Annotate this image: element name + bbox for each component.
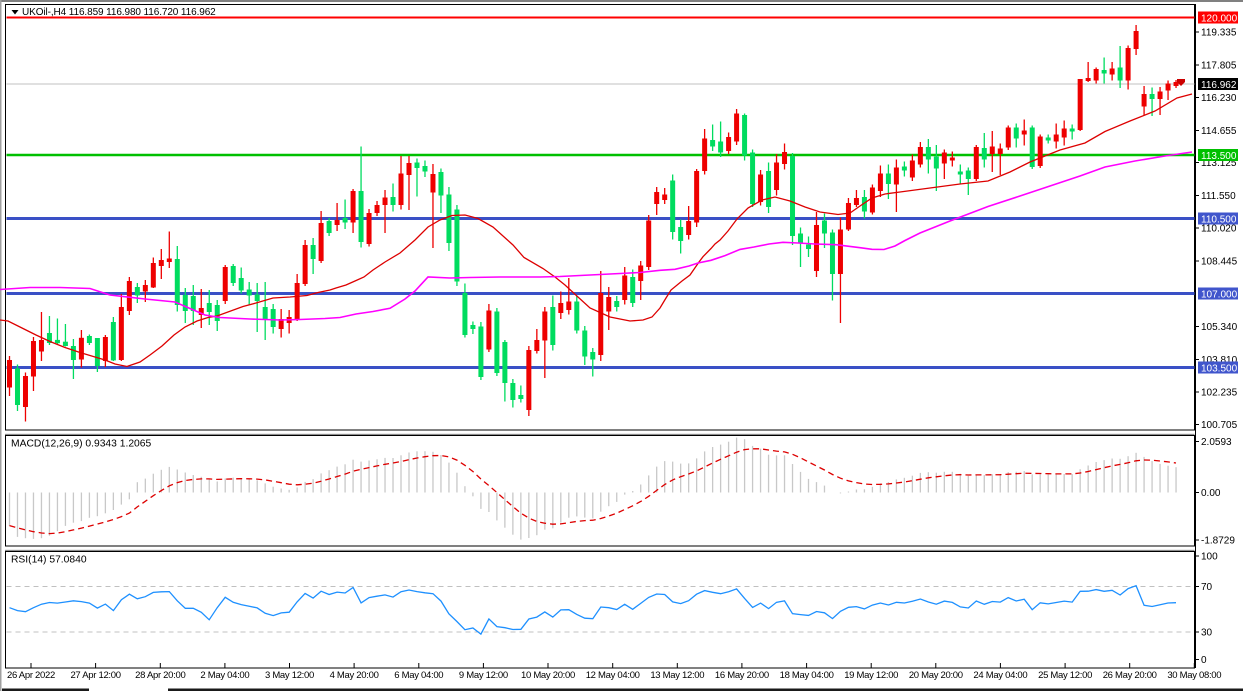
svg-text:RSI(14) 57.0840: RSI(14) 57.0840 xyxy=(11,555,87,566)
svg-text:107.000: 107.000 xyxy=(1201,289,1238,300)
svg-text:-1.8729: -1.8729 xyxy=(1201,536,1235,547)
svg-text:120.000: 120.000 xyxy=(1201,13,1238,24)
svg-text:105.340: 105.340 xyxy=(1201,322,1238,333)
svg-text:0.00: 0.00 xyxy=(1201,488,1221,499)
svg-text:108.445: 108.445 xyxy=(1201,257,1238,268)
svg-text:110.500: 110.500 xyxy=(1201,214,1237,225)
svg-text:9 May 12:00: 9 May 12:00 xyxy=(459,670,508,681)
svg-text:27 Apr 12:00: 27 Apr 12:00 xyxy=(70,670,120,681)
svg-text:26 May 20:00: 26 May 20:00 xyxy=(1103,670,1157,681)
svg-text:18 May 04:00: 18 May 04:00 xyxy=(780,670,834,681)
svg-text:111.550: 111.550 xyxy=(1201,191,1236,202)
svg-text:12 May 04:00: 12 May 04:00 xyxy=(586,670,640,681)
svg-text:10 May 20:00: 10 May 20:00 xyxy=(521,670,575,681)
svg-text:103.810: 103.810 xyxy=(1201,355,1238,366)
svg-text:24 May 04:00: 24 May 04:00 xyxy=(973,670,1027,681)
svg-text:100: 100 xyxy=(1201,552,1218,563)
svg-text:116.230: 116.230 xyxy=(1201,93,1237,104)
svg-text:13 May 12:00: 13 May 12:00 xyxy=(650,670,704,681)
svg-text:28 Apr 20:00: 28 Apr 20:00 xyxy=(135,670,185,681)
svg-text:6 May 04:00: 6 May 04:00 xyxy=(394,670,443,681)
svg-text:16 May 20:00: 16 May 20:00 xyxy=(715,670,769,681)
svg-text:110.020: 110.020 xyxy=(1201,224,1237,235)
svg-text:116.962: 116.962 xyxy=(1201,80,1237,91)
svg-text:103.500: 103.500 xyxy=(1201,363,1238,374)
svg-text:26 Apr 2022: 26 Apr 2022 xyxy=(7,670,55,681)
svg-text:100.705: 100.705 xyxy=(1201,420,1238,431)
svg-text:25 May 12:00: 25 May 12:00 xyxy=(1038,670,1092,681)
svg-text:MACD(12,26,9) 0.9343 1.2065: MACD(12,26,9) 0.9343 1.2065 xyxy=(11,439,152,450)
svg-text:30: 30 xyxy=(1201,628,1213,639)
svg-text:117.805: 117.805 xyxy=(1201,61,1237,72)
svg-text:30 May 08:00: 30 May 08:00 xyxy=(1167,670,1221,681)
svg-text:70: 70 xyxy=(1201,582,1213,593)
svg-text:113.125: 113.125 xyxy=(1201,158,1237,169)
svg-text:3 May 12:00: 3 May 12:00 xyxy=(265,670,314,681)
svg-text:19 May 12:00: 19 May 12:00 xyxy=(844,670,898,681)
svg-text:113.500: 113.500 xyxy=(1201,151,1237,162)
svg-text:20 May 20:00: 20 May 20:00 xyxy=(909,670,963,681)
svg-text:114.655: 114.655 xyxy=(1201,126,1237,137)
svg-text:UKOil-,H4 116.859 116.980 116: UKOil-,H4 116.859 116.980 116.720 116.96… xyxy=(22,7,216,18)
svg-text:4 May 20:00: 4 May 20:00 xyxy=(330,670,379,681)
svg-text:2 May 04:00: 2 May 04:00 xyxy=(200,670,249,681)
svg-text:0: 0 xyxy=(1201,655,1207,666)
svg-text:119.335: 119.335 xyxy=(1201,28,1237,39)
svg-text:102.235: 102.235 xyxy=(1201,388,1238,399)
svg-text:2.0593: 2.0593 xyxy=(1201,437,1232,448)
